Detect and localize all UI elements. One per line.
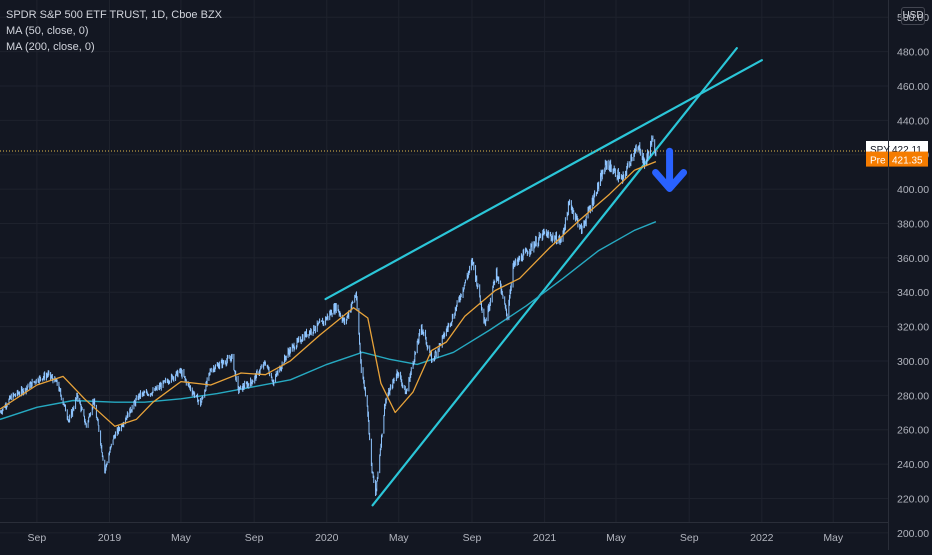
price-axis-label[interactable]: 360.00 — [897, 253, 929, 265]
pre-market-badge-tag — [866, 151, 888, 167]
time-axis-label[interactable]: May — [606, 532, 627, 544]
last-price-badge-value: 422.11 — [892, 145, 922, 156]
price-axis-label[interactable]: 280.00 — [897, 390, 929, 402]
price-axis-label[interactable]: 260.00 — [897, 425, 929, 437]
arrow-head[interactable] — [652, 169, 688, 192]
price-axis-label[interactable]: 340.00 — [897, 287, 929, 299]
trendline[interactable] — [371, 47, 738, 507]
last-price-badge-symbol: SPY — [870, 145, 890, 156]
time-axis-label[interactable]: Sep — [680, 532, 699, 544]
currency-button[interactable]: USD — [901, 7, 925, 25]
pre-market-badge-box — [889, 151, 928, 167]
pre-market-badge-value: 421.35 — [892, 156, 923, 167]
time-axis-label[interactable]: May — [389, 532, 410, 544]
price-axis-label[interactable]: 240.00 — [897, 459, 929, 471]
price-axis-label[interactable]: 200.00 — [897, 528, 929, 540]
time-axis-label[interactable]: 2022 — [750, 532, 774, 544]
ma50-line — [0, 160, 657, 427]
price-axis-label[interactable]: 300.00 — [897, 356, 929, 368]
price-axis-label[interactable]: 400.00 — [897, 184, 929, 196]
grid — [0, 0, 888, 534]
time-axis-label[interactable]: 2020 — [315, 532, 339, 544]
chart-legend: SPDR S&P 500 ETF TRUST, 1D, Cboe BZX MA … — [6, 7, 222, 55]
price-axis-label[interactable]: 320.00 — [897, 322, 929, 334]
ma50-path — [0, 160, 657, 427]
price-axis-label[interactable]: 500.00 — [897, 12, 929, 24]
pre-market-badge[interactable]: Pre 421.35 — [866, 151, 928, 167]
time-axis-label[interactable]: Sep — [245, 532, 264, 544]
pre-market-badge-symbol: Pre — [870, 156, 886, 167]
trendlines[interactable] — [324, 47, 763, 507]
time-axis-label[interactable]: 2019 — [98, 532, 122, 544]
symbol-title[interactable]: SPDR S&P 500 ETF TRUST, 1D, Cboe BZX — [6, 9, 223, 21]
price-axis-label[interactable]: 380.00 — [897, 218, 929, 230]
time-axis-label[interactable]: May — [823, 532, 844, 544]
ma200-legend[interactable]: MA (200, close, 0) — [6, 41, 95, 53]
ma50-legend[interactable]: MA (50, close, 0) — [6, 25, 89, 37]
time-axis-label[interactable]: May — [171, 532, 192, 544]
price-axis-label[interactable]: 460.00 — [897, 81, 929, 93]
price-axis-label[interactable]: 440.00 — [897, 115, 929, 127]
trendline[interactable] — [324, 59, 763, 301]
ma200-line — [0, 221, 657, 421]
ma200-path — [0, 221, 657, 421]
price-axis-label[interactable]: 220.00 — [897, 493, 929, 505]
price-axis-label[interactable]: 480.00 — [897, 47, 929, 59]
time-axis-label[interactable]: Sep — [463, 532, 482, 544]
time-axis-label[interactable]: Sep — [28, 532, 47, 544]
time-axis-label[interactable]: 2021 — [533, 532, 557, 544]
down-arrow-annotation[interactable] — [652, 147, 688, 192]
